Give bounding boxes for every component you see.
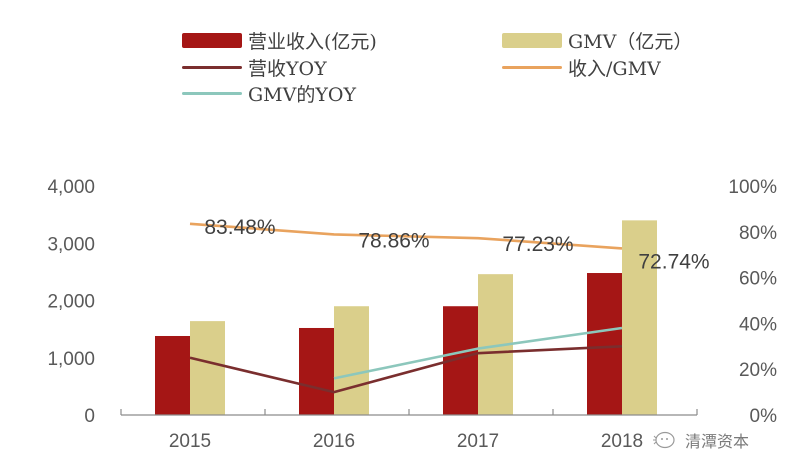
legend-swatch-revenue (182, 32, 242, 48)
right-tick-label: 0% (750, 406, 778, 427)
left-tick-label: 2,000 (47, 292, 95, 313)
bar-series (155, 220, 657, 415)
legend-swatch-gmv-yoy (182, 91, 242, 95)
x-tick-label: 2016 (313, 431, 355, 452)
legend-label-revenue-yoy: 营收YOY (248, 57, 327, 80)
bar-2015 (190, 321, 225, 415)
line-营收YOY (189, 345, 623, 394)
right-tick-label: 100% (728, 177, 777, 198)
left-tick-label: 4,000 (47, 177, 95, 198)
legend-item-gmv: GMV（亿元） (502, 29, 693, 53)
left-tick-label: 0 (84, 406, 95, 427)
line-GMV的YOY (333, 326, 623, 380)
bar-2018 (587, 273, 622, 415)
right-y-axis: 0% 20% 40% 60% 80% 100% (728, 177, 777, 427)
x-axis-labels: 2015 2016 2017 2018 (169, 431, 643, 452)
line-series (189, 222, 623, 394)
x-tick-label: 2018 (601, 431, 643, 452)
legend-swatch-revenue-yoy (182, 65, 242, 69)
legend-swatch-revenue-gmv-ratio (502, 65, 562, 69)
legend-label-gmv: GMV（亿元） (568, 30, 693, 53)
right-tick-label: 20% (739, 360, 777, 381)
x-axis (120, 409, 698, 416)
x-tick-label: 2015 (169, 431, 211, 452)
watermark-text: 清潭资本 (685, 432, 750, 451)
legend-item-gmv-yoy: GMV的YOY (182, 82, 357, 106)
left-y-axis: 0 1,000 2,000 3,000 4,000 (47, 177, 95, 427)
left-tick-label: 1,000 (47, 349, 95, 370)
bar-2016 (299, 327, 334, 415)
legend-label-gmv-yoy: GMV的YOY (248, 83, 357, 106)
right-tick-label: 40% (739, 314, 777, 335)
ratio-label: 83.48% (204, 216, 275, 239)
ratio-label: 72.74% (638, 250, 709, 273)
legend-item-revenue: 营业收入(亿元) (182, 29, 377, 53)
right-tick-label: 60% (739, 269, 777, 290)
bar-2018 (622, 220, 657, 415)
bar-2016 (334, 306, 369, 415)
ratio-data-labels: 83.48% 78.86% 77.23% 72.74% (204, 216, 709, 274)
legend-label-revenue-gmv-ratio: 收入/GMV (568, 57, 661, 80)
legend-swatch-gmv (502, 32, 562, 48)
watermark: 清潭资本 (651, 428, 749, 452)
ratio-label: 78.86% (358, 229, 429, 252)
line-收入/GMV (189, 222, 623, 250)
legend-label-revenue: 营业收入(亿元) (248, 30, 377, 53)
right-tick-label: 80% (739, 223, 777, 244)
x-tick-label: 2017 (457, 431, 499, 452)
ratio-label: 77.23% (502, 233, 573, 256)
wechat-icon (653, 431, 675, 449)
legend-item-revenue-gmv-ratio: 收入/GMV (502, 56, 661, 80)
left-tick-label: 3,000 (47, 234, 95, 255)
bar-2015 (155, 335, 190, 415)
legend-item-revenue-yoy: 营收YOY (182, 56, 327, 80)
